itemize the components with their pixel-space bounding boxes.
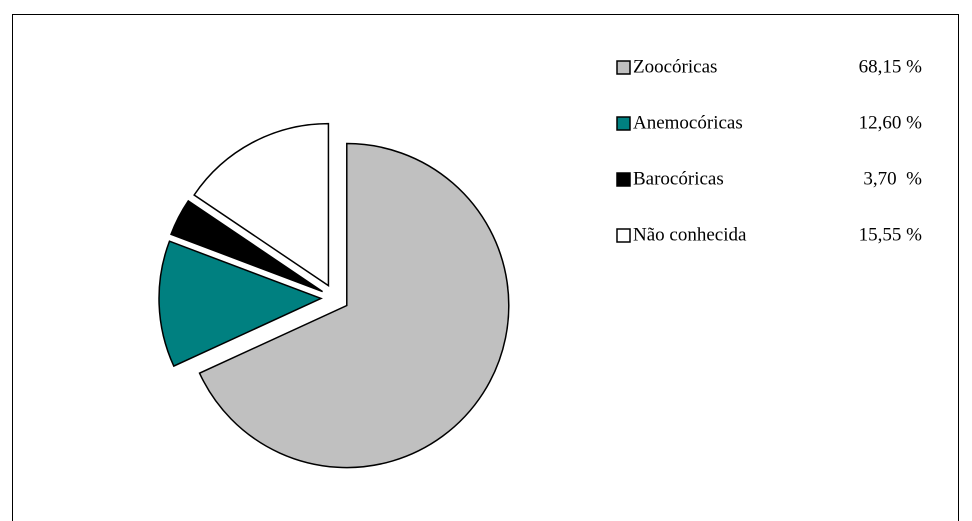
pie-slice bbox=[193, 122, 330, 288]
pie-slice bbox=[158, 240, 323, 368]
legend-swatch bbox=[616, 228, 631, 243]
legend-value: 15,55 % bbox=[859, 224, 923, 245]
legend-swatch bbox=[616, 172, 631, 187]
legend-label: Barocóricas bbox=[633, 168, 724, 189]
legend-label: Não conhecida bbox=[633, 224, 747, 245]
legend-value: 3,70 % bbox=[863, 168, 922, 189]
legend-swatch bbox=[616, 116, 631, 131]
pie-slice bbox=[170, 199, 323, 293]
legend-value: 68,15 % bbox=[859, 56, 923, 77]
pie-slice bbox=[198, 142, 510, 469]
legend-value: 12,60 % bbox=[859, 112, 923, 133]
legend-label: Anemocóricas bbox=[633, 112, 743, 133]
legend-swatch bbox=[616, 60, 631, 75]
legend-label: Zoocóricas bbox=[633, 56, 717, 77]
